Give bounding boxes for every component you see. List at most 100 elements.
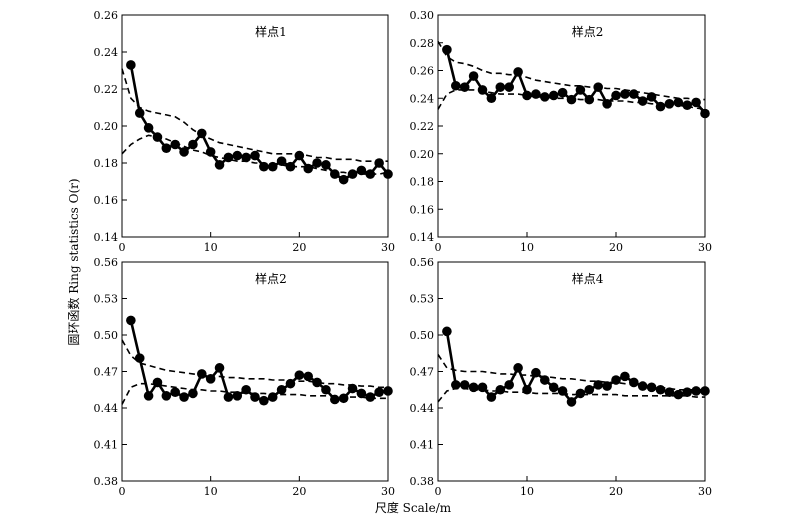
envelope-lower-line [437,387,705,403]
panel-title: 样点2 [255,271,287,286]
observed-data-point [143,391,154,401]
observed-data-point [223,392,234,402]
envelope-upper-line [437,354,705,391]
y-axis-title: 圆环函数 Ring statistics O(r) [66,178,81,345]
x-tick-label: 20 [292,241,306,254]
observed-data-point [504,380,514,390]
observed-data-point [673,389,684,400]
y-tick-label: 0.50 [94,329,119,342]
observed-data-point [620,89,630,99]
observed-data-point [468,382,479,393]
observed-data-point [179,392,189,402]
x-tick-label: 30 [698,241,712,254]
observed-data-point [223,152,234,163]
observed-data-point [285,378,296,389]
observed-data-point [584,384,595,395]
observed-data-point [468,71,479,81]
observed-data-point [312,158,322,168]
observed-data-point [338,393,349,404]
observed-data-point [531,367,541,378]
chart-panel-4: 0.38 0.41 0.44 0.47 0.50 0.53 0.56 0 10 20 30 样点4 [410,256,713,498]
observed-data-point [356,388,367,399]
y-tick-label: 0.47 [410,366,435,379]
observed-data-point [442,44,452,55]
observed-data-point [134,108,145,118]
observed-data-point [330,169,340,179]
observed-data-point [459,380,470,390]
observed-data-point [682,100,692,110]
x-tick-label: 10 [204,241,218,254]
observed-data-point [356,165,367,176]
observed-data-point [188,139,198,150]
plot-frame [437,261,706,482]
observed-data-point [486,93,497,104]
x-tick-label: 0 [435,485,442,498]
plot-frame [121,14,389,238]
observed-data-point [374,158,384,168]
envelope-lower-line [437,89,706,111]
observed-data-point [629,89,639,99]
observed-data-point [486,392,497,402]
observed-data-point [321,384,331,395]
observed-data-point [303,163,314,174]
observed-data-point [566,94,577,105]
observed-data-point [611,90,621,101]
chart-panel-1: 0.14 0.16 0.18 0.20 0.22 0.24 0.26 0 10 20 30 样点1 [94,9,396,254]
y-tick-label: 0.26 [94,9,119,22]
observed-data-point [285,161,296,172]
observed-data-point [267,392,278,402]
observed-data-point [126,315,136,326]
x-tick-label: 0 [119,241,126,254]
chart-panel-2: 0.14 0.16 0.18 0.20 0.22 0.24 0.26 0.28 0.30 0 10 2… [410,9,713,254]
observed-data-point [276,384,287,395]
observed-data-point [383,169,393,179]
observed-data-point [197,369,207,379]
y-tick-label: 0.44 [94,402,119,415]
observed-data-point [312,377,322,388]
y-tick-label: 0.14 [410,231,435,244]
observed-data-point [540,92,550,102]
y-tick-label: 0.56 [94,256,119,269]
y-tick-label: 0.24 [410,92,435,105]
observed-data-point [451,80,461,91]
observed-data-point [522,90,532,101]
y-tick-label: 0.18 [410,176,435,189]
observed-data-point [276,156,287,166]
y-tick-label: 0.20 [94,120,119,133]
chart-panel-3: 0.38 0.41 0.44 0.47 0.50 0.53 0.56 0 10 20 30 样点2 [94,256,396,498]
y-tick-label: 0.38 [94,475,119,488]
observed-data-point [267,161,278,172]
y-tick-label: 0.50 [410,329,435,342]
y-tick-label: 0.20 [410,148,435,161]
observed-data-point [303,371,314,382]
observed-data-point [575,85,586,95]
y-tick-label: 0.41 [410,439,435,452]
observed-series-line [129,64,390,181]
y-tick-label: 0.56 [410,256,435,269]
observed-data-point [170,139,180,150]
observed-data-point [557,87,568,98]
observed-data-point [161,143,172,153]
observed-data-point [655,384,666,395]
observed-data-point [522,384,532,395]
observed-data-point [365,169,376,179]
observed-data-point [646,382,657,393]
x-tick-label: 20 [292,485,306,498]
observed-data-point [241,384,251,395]
x-tick-label: 10 [520,485,534,498]
envelope-upper-line [121,68,388,162]
observed-data-point [214,160,225,170]
panel-title: 样点1 [255,24,287,39]
y-tick-label: 0.30 [410,9,435,22]
x-tick-label: 10 [204,485,218,498]
plot-frame [437,14,706,238]
observed-data-point [347,383,358,394]
observed-data-point [637,96,648,106]
observed-data-point [540,375,550,385]
y-tick-label: 0.44 [410,402,435,415]
observed-data-point [294,150,305,161]
observed-data-point [214,363,225,373]
observed-data-point [495,384,506,395]
observed-data-point [513,363,523,373]
